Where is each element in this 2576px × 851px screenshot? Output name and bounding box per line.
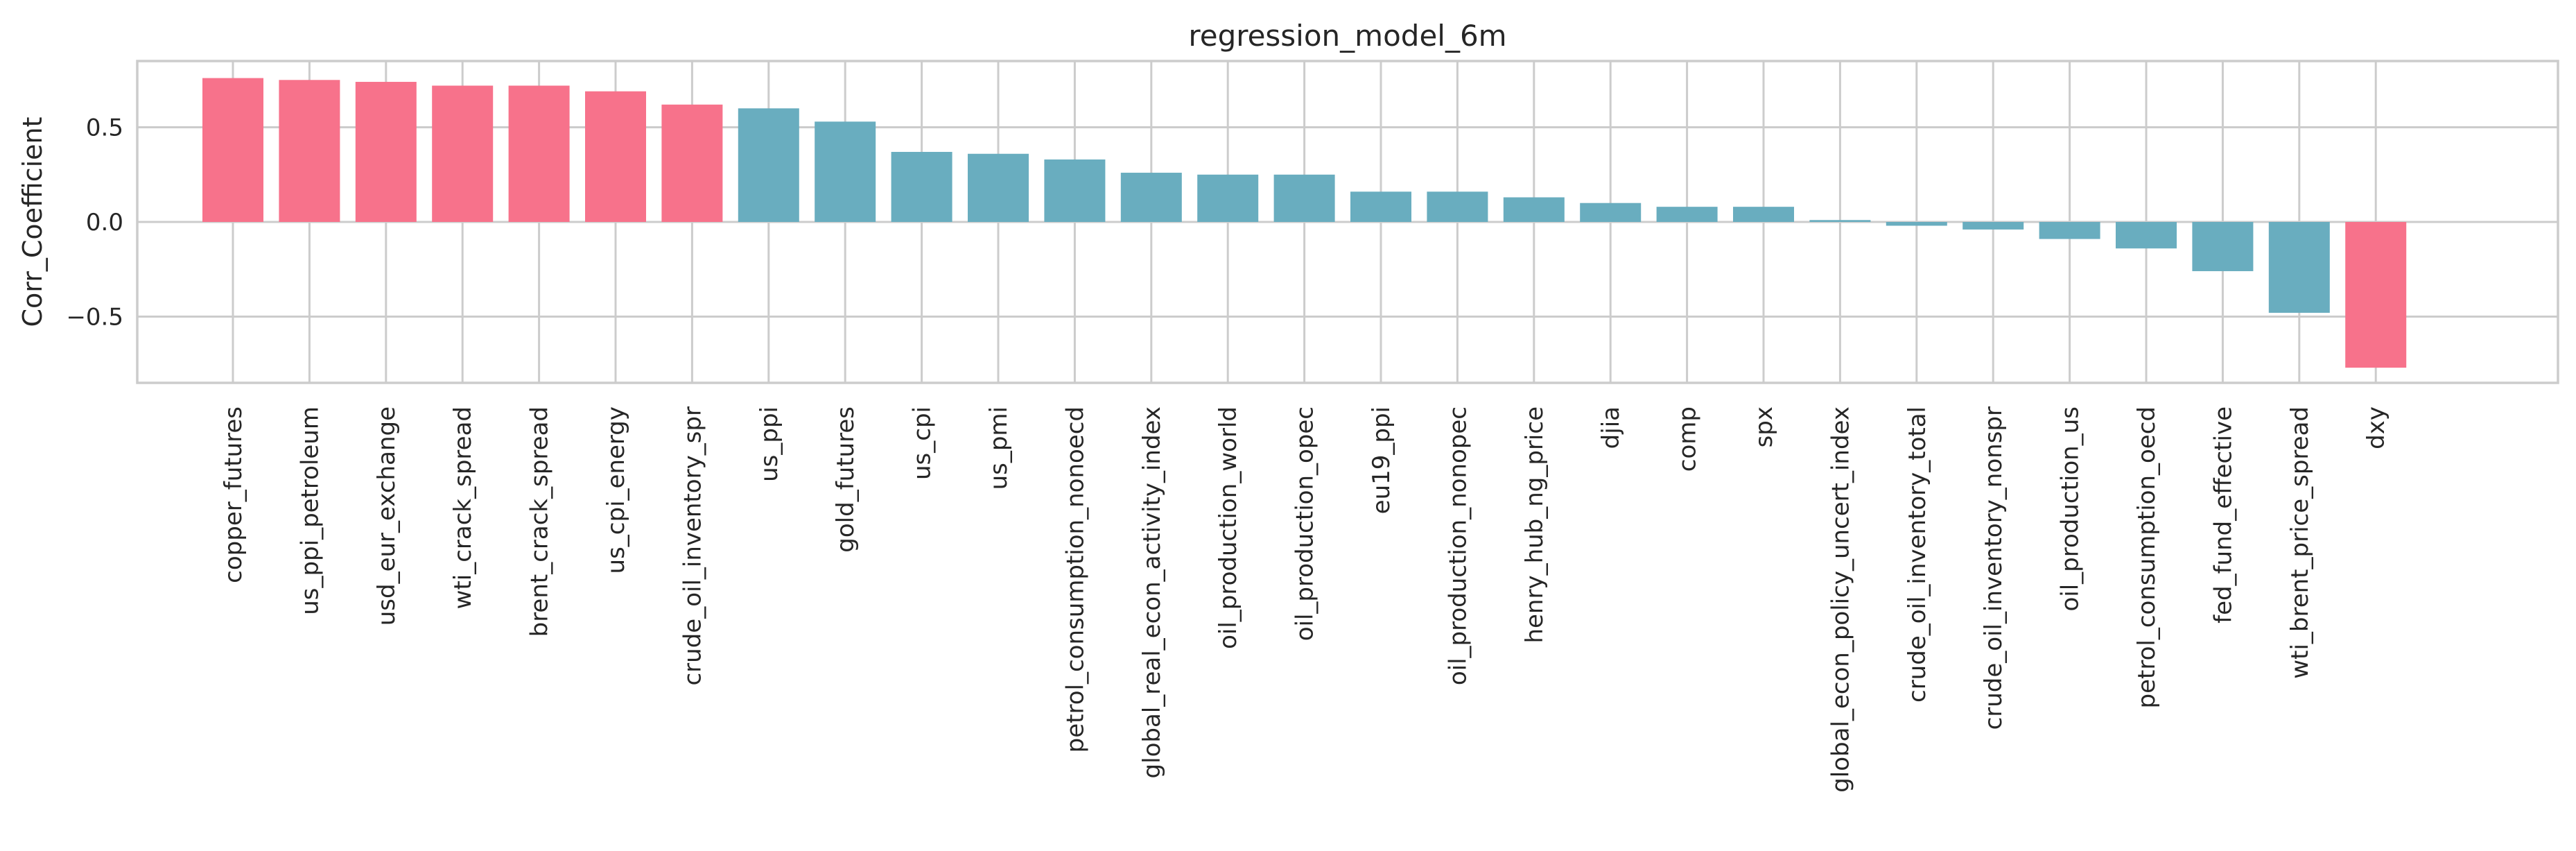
bar-brent-crack-spread [508, 85, 570, 222]
bar-us-pmi [968, 153, 1029, 222]
x-tick-label: us_cpi [909, 406, 937, 480]
x-tick-labels: copper_futures us_ppi_petroleum usd_eur_ex… [220, 406, 2390, 793]
bar-oil-production-opec [1273, 174, 1335, 222]
bar-dxy [2345, 222, 2407, 368]
bar-spx [1733, 207, 1794, 222]
x-tick-label: petrol_consumption_oecd [2133, 406, 2161, 708]
x-tick-label: us_ppi_petroleum [296, 406, 324, 615]
x-tick-label: crude_oil_inventory_spr [679, 406, 706, 686]
x-tick-label: petrol_consumption_nonoecd [1061, 406, 1089, 753]
y-tick-label: 0.5 [86, 114, 123, 142]
bar-djia [1580, 203, 1642, 222]
x-tick-label: us_ppi [756, 406, 783, 482]
plot-frame [136, 60, 2559, 384]
bar-fed-fund-effective [2192, 222, 2254, 271]
y-tick-label: 0.0 [86, 209, 123, 237]
bar-comp [1656, 207, 1718, 222]
x-tick-label: crude_oil_inventory_nonspr [1980, 406, 2008, 730]
x-tick-label: global_real_econ_activity_index [1138, 406, 1166, 778]
bar-wti-brent-price-spread [2268, 222, 2330, 313]
bar-usd-eur-exchange [355, 82, 417, 222]
bar-us-cpi-energy [585, 91, 646, 222]
x-tick-label: us_pmi [985, 406, 1013, 490]
bar-petrol-consumption-nonoecd [1044, 159, 1106, 222]
x-tick-label: henry_hub_ng_price [1521, 406, 1549, 644]
x-tick-label: copper_futures [220, 406, 247, 583]
x-tick-label: oil_production_nonopec [1444, 406, 1472, 685]
x-tick-label: crude_oil_inventory_total [1904, 406, 1931, 703]
x-tick-label: us_cpi_energy [602, 406, 630, 574]
chart-title: regression_model_6m [1188, 19, 1506, 53]
bar-gold-futures [815, 121, 876, 222]
bar-us-cpi [891, 152, 952, 222]
bar-crude-oil-inventory-nonspr [1963, 222, 2024, 230]
x-tick-label: spx [1750, 406, 1778, 447]
x-tick-label: brent_crack_spread [526, 406, 554, 637]
bar-oil-production-us [2039, 222, 2100, 239]
bar-global-real-econ-activity-index [1120, 173, 1182, 222]
bar-eu19-ppi [1350, 191, 1411, 222]
x-tick-label: eu19_ppi [1368, 406, 1395, 514]
x-tick-label: usd_eur_exchange [373, 406, 401, 626]
bar-wti-crack-spread [432, 85, 494, 222]
bar-us-ppi [738, 108, 799, 222]
x-tick-label: global_econ_policy_uncert_index [1827, 406, 1854, 793]
y-axis-label: Corr_Coefficient [17, 117, 48, 327]
y-tick-label: −0.5 [66, 303, 123, 331]
bar-henry-hub-ng-price [1503, 197, 1565, 222]
bar-oil-production-world [1197, 174, 1259, 222]
bar-layer [202, 78, 2407, 368]
bar-oil-production-nonopec [1427, 191, 1488, 222]
bar-copper-futures [202, 78, 263, 223]
bar-us-ppi-petroleum [279, 80, 340, 222]
x-tick-label: dxy [2362, 406, 2390, 449]
x-tick-label: oil_production_world [1215, 406, 1242, 649]
bar-crude-oil-inventory-total [1886, 222, 1947, 226]
x-tick-label: djia [1597, 406, 1625, 449]
y-tick-labels: −0.5 0.0 0.5 [66, 114, 123, 332]
x-tick-label: gold_futures [832, 406, 860, 553]
x-tick-label: fed_fund_effective [2209, 406, 2237, 624]
bar-petrol-consumption-oecd [2116, 222, 2177, 249]
x-tick-label: wti_crack_spread [449, 406, 477, 609]
x-tick-label: wti_brent_price_spread [2286, 406, 2314, 679]
x-tick-label: comp [1674, 406, 1702, 472]
bar-crude-oil-inventory-spr [661, 104, 723, 222]
x-tick-label: oil_production_opec [1291, 406, 1319, 641]
bar-global-econ-policy-uncert-index [1809, 220, 1871, 222]
x-tick-label: oil_production_us [2057, 406, 2085, 612]
